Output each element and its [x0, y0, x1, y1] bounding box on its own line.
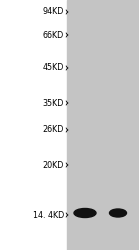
Text: 35KD: 35KD [43, 98, 64, 108]
Text: 45KD: 45KD [43, 64, 64, 72]
Text: 94KD: 94KD [43, 8, 64, 16]
Text: 66KD: 66KD [43, 30, 64, 40]
Ellipse shape [74, 208, 96, 218]
Ellipse shape [110, 209, 126, 217]
Text: 20KD: 20KD [43, 160, 64, 170]
Bar [67, 0, 139, 250]
Text: 26KD: 26KD [43, 126, 64, 134]
Text: 14. 4KD: 14. 4KD [33, 210, 64, 220]
